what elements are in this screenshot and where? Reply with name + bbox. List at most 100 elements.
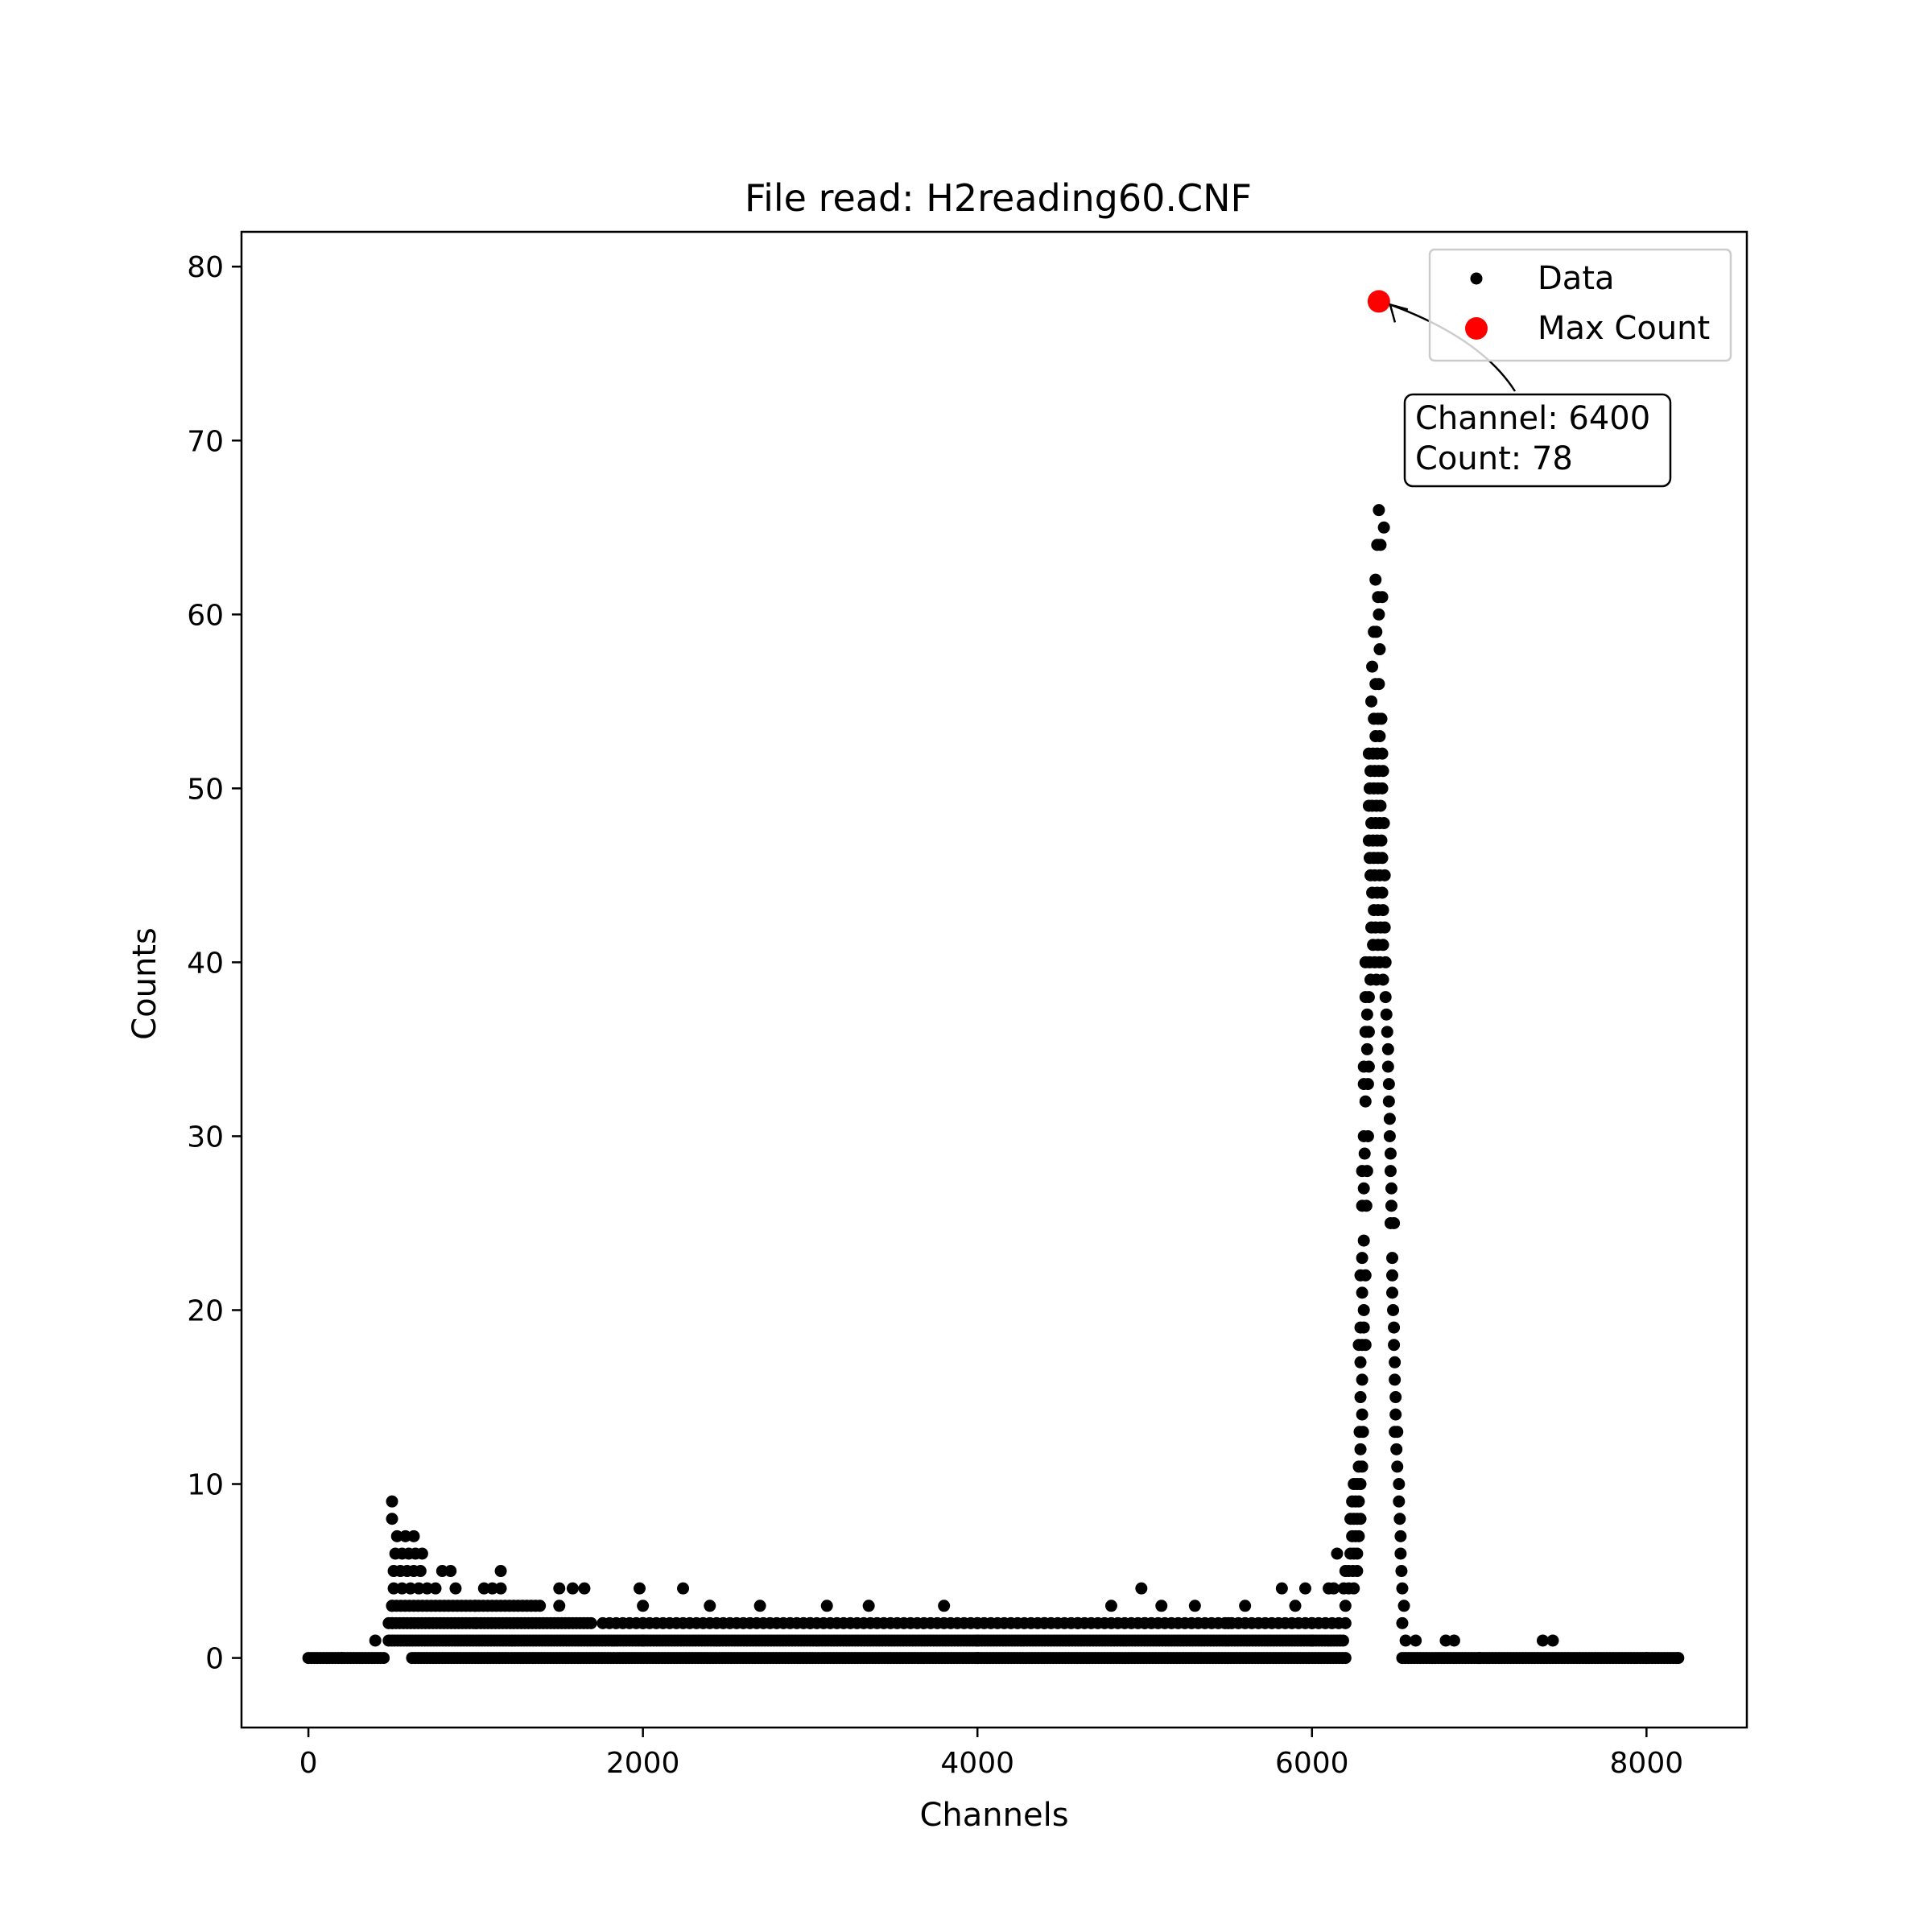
plot-frame	[240, 230, 1748, 1729]
data-point	[1135, 1582, 1148, 1595]
data-point	[1393, 1478, 1406, 1491]
y-tick-label: 10	[187, 1469, 224, 1502]
data-point	[1389, 1391, 1402, 1404]
data-point	[1359, 1269, 1372, 1282]
data-point	[336, 1652, 349, 1665]
data-point	[1380, 1008, 1393, 1021]
data-point	[862, 1600, 875, 1612]
data-point	[1354, 1513, 1367, 1525]
data-point	[1382, 1095, 1395, 1108]
x-tick-label: 6000	[1275, 1747, 1349, 1780]
data-point	[1383, 1129, 1396, 1142]
data-point	[1357, 1321, 1370, 1334]
data-point	[1339, 1652, 1352, 1665]
data-point	[1298, 1582, 1311, 1595]
data-point	[1239, 1600, 1252, 1612]
data-point	[803, 1616, 816, 1629]
data-point	[1339, 1600, 1352, 1612]
data-point	[1640, 1652, 1653, 1665]
data-point	[1375, 712, 1388, 725]
data-point	[1289, 1600, 1302, 1612]
data-point	[1388, 1321, 1401, 1334]
data-point	[1373, 504, 1385, 517]
data-point	[404, 1582, 417, 1595]
data-point	[1357, 1182, 1370, 1195]
data-point	[429, 1582, 442, 1595]
data-point	[1386, 1286, 1399, 1299]
data-point	[1357, 1234, 1370, 1247]
data-point	[369, 1634, 382, 1647]
data-point	[1389, 1408, 1402, 1421]
max-count-annotation: Channel: 6400 Count: 78	[1389, 303, 1672, 488]
data-point	[1356, 1252, 1368, 1265]
data-point	[584, 1616, 597, 1629]
data-point	[386, 1513, 398, 1525]
y-tick-label: 20	[187, 1294, 224, 1327]
data-point	[1393, 1495, 1406, 1508]
data-point	[1410, 1634, 1422, 1647]
data-point	[1383, 1113, 1396, 1125]
data-point	[421, 1582, 434, 1595]
data-point	[1439, 1634, 1452, 1647]
data-point	[820, 1600, 833, 1612]
data-point	[1389, 1356, 1402, 1368]
data-point	[1354, 1443, 1367, 1455]
data-point	[1395, 1565, 1408, 1578]
data-point	[1331, 1547, 1344, 1560]
data-point	[494, 1565, 507, 1578]
data-point	[1384, 1165, 1397, 1178]
data-point	[1370, 625, 1383, 638]
data-point	[386, 1495, 398, 1508]
data-point	[1339, 1616, 1352, 1629]
data-point	[1362, 1026, 1375, 1038]
data-point	[1382, 1078, 1395, 1091]
data-point	[387, 1582, 400, 1595]
data-point	[1377, 521, 1390, 534]
data-point	[1537, 1634, 1550, 1647]
data-point	[1188, 1600, 1201, 1612]
data-point	[1376, 782, 1389, 795]
data-point	[469, 1616, 482, 1629]
scatter-marks	[302, 290, 1685, 1665]
data-point	[1362, 1060, 1375, 1073]
annotation-arrowhead	[1389, 303, 1409, 323]
data-point	[395, 1582, 408, 1595]
data-point	[386, 1600, 398, 1612]
data-point	[1385, 1182, 1397, 1195]
data-point	[1375, 834, 1388, 847]
data-point	[1155, 1600, 1168, 1612]
data-point	[1389, 1373, 1402, 1386]
y-axis-ticks: 0 10 20 30 40 50 60 70 80	[187, 251, 242, 1676]
data-point	[971, 1652, 984, 1665]
max-count-point	[1367, 290, 1390, 313]
data-point	[637, 1634, 650, 1647]
x-tick-label: 2000	[606, 1747, 680, 1780]
data-point	[1356, 1408, 1368, 1421]
data-point	[1376, 886, 1389, 899]
y-tick-label: 0	[205, 1643, 224, 1676]
data-point	[1365, 695, 1378, 708]
data-point	[704, 1600, 716, 1612]
data-point	[1369, 573, 1382, 586]
y-axis-label: Counts	[126, 927, 163, 1040]
x-axis-label: Channels	[919, 1797, 1068, 1834]
data-point	[1672, 1652, 1685, 1665]
annotation-channel-text: Channel: 6400	[1415, 400, 1650, 437]
data-point	[399, 1530, 412, 1542]
data-point	[1354, 1356, 1367, 1368]
data-point	[1104, 1600, 1117, 1612]
data-point	[566, 1582, 579, 1595]
data-point	[1391, 1426, 1404, 1439]
data-point	[477, 1582, 490, 1595]
data-point	[1394, 1547, 1407, 1560]
data-point	[634, 1582, 646, 1595]
data-point	[1356, 1460, 1368, 1473]
data-point	[1071, 1616, 1084, 1629]
data-point	[1366, 660, 1379, 673]
annotation-count-text: Count: 78	[1415, 440, 1573, 477]
data-point	[1373, 643, 1386, 656]
legend: Data Max Count	[1428, 248, 1732, 362]
x-tick-label: 8000	[1610, 1747, 1684, 1780]
data-point	[971, 1634, 984, 1647]
